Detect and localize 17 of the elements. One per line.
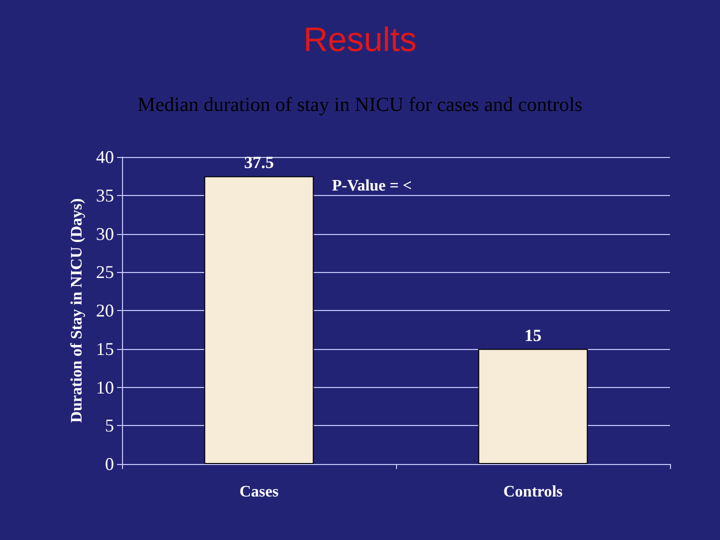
y-tick-label: 30 xyxy=(96,224,114,244)
x-tick-label: Cases xyxy=(239,484,279,500)
y-tick-label: 35 xyxy=(96,185,114,206)
annotation: P-Value = < xyxy=(332,178,412,194)
y-tick-label: 5 xyxy=(105,416,114,436)
x-tick-label: Controls xyxy=(503,484,563,500)
data-label: 15 xyxy=(524,326,542,345)
y-tick-label: 40 xyxy=(96,147,114,167)
y-tick-label: 0 xyxy=(105,454,114,474)
y-tick-label: 20 xyxy=(96,300,114,320)
y-tick-label: 25 xyxy=(96,262,114,282)
chart-subtitle: Median duration of stay in NICU for cases and controls xyxy=(138,94,583,116)
chart-title: Results xyxy=(303,21,417,59)
y-axis-title: Duration of Stay in NICU (Days) xyxy=(68,198,86,423)
data-label: 37.5 xyxy=(244,153,274,172)
y-tick-label: 15 xyxy=(96,338,114,359)
y-tick-label: 10 xyxy=(96,377,114,398)
